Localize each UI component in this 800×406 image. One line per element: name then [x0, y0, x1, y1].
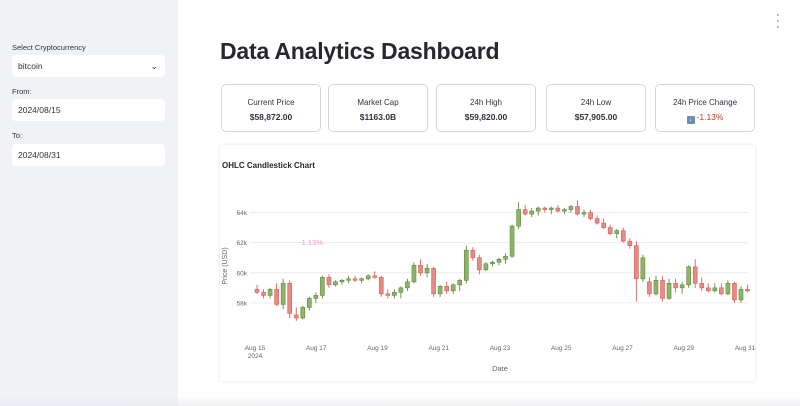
chart-title: OHLC Candlestick Chart [222, 161, 315, 170]
crypto-select-value: bitcoin [18, 61, 43, 71]
sidebar: Select Cryptocurrency bitcoin ⌄ From: 20… [0, 0, 178, 406]
chart-container [220, 145, 755, 381]
metric-label: 24h High [469, 98, 503, 107]
metric-label: 24h Low [580, 98, 612, 107]
metric-value: $57,905.00 [574, 112, 618, 122]
metric-label: Current Price [247, 98, 295, 107]
vertical-dots-icon[interactable]: · · · [776, 9, 780, 33]
metric-card-current-price: Current Price $58,872.00 [221, 84, 321, 132]
metric-card-24h-low: 24h Low $57,905.00 [546, 84, 646, 132]
metric-card-24h-high: 24h High $59,820.00 [436, 84, 536, 132]
page-bottom-shadow [0, 396, 800, 406]
metric-value: $58,872.00 [249, 112, 293, 122]
chevron-down-icon: ⌄ [150, 61, 158, 71]
metric-card-market-cap: Market Cap $1163.0B [328, 84, 428, 132]
metric-label: 24h Price Change [672, 98, 738, 107]
to-date-input[interactable]: 2024/08/31 [12, 144, 165, 166]
metric-value: $1163.0B [359, 112, 397, 122]
from-label: From: [12, 87, 32, 96]
metric-value: ↓ -1.13% [656, 112, 754, 124]
to-label: To: [12, 131, 23, 140]
metric-label: Market Cap [357, 98, 399, 107]
down-arrow-icon: ↓ [686, 116, 695, 124]
page-title: Data Analytics Dashboard [220, 38, 500, 64]
from-date-input[interactable]: 2024/08/15 [12, 99, 165, 121]
crypto-select[interactable]: bitcoin ⌄ [12, 55, 165, 77]
metric-change-text: -1.13% [696, 112, 724, 122]
crypto-select-label: Select Cryptocurrency [12, 43, 86, 52]
metric-card-24h-change: 24h Price Change ↓ -1.13% [655, 84, 755, 132]
metric-value: $59,820.00 [464, 112, 508, 122]
